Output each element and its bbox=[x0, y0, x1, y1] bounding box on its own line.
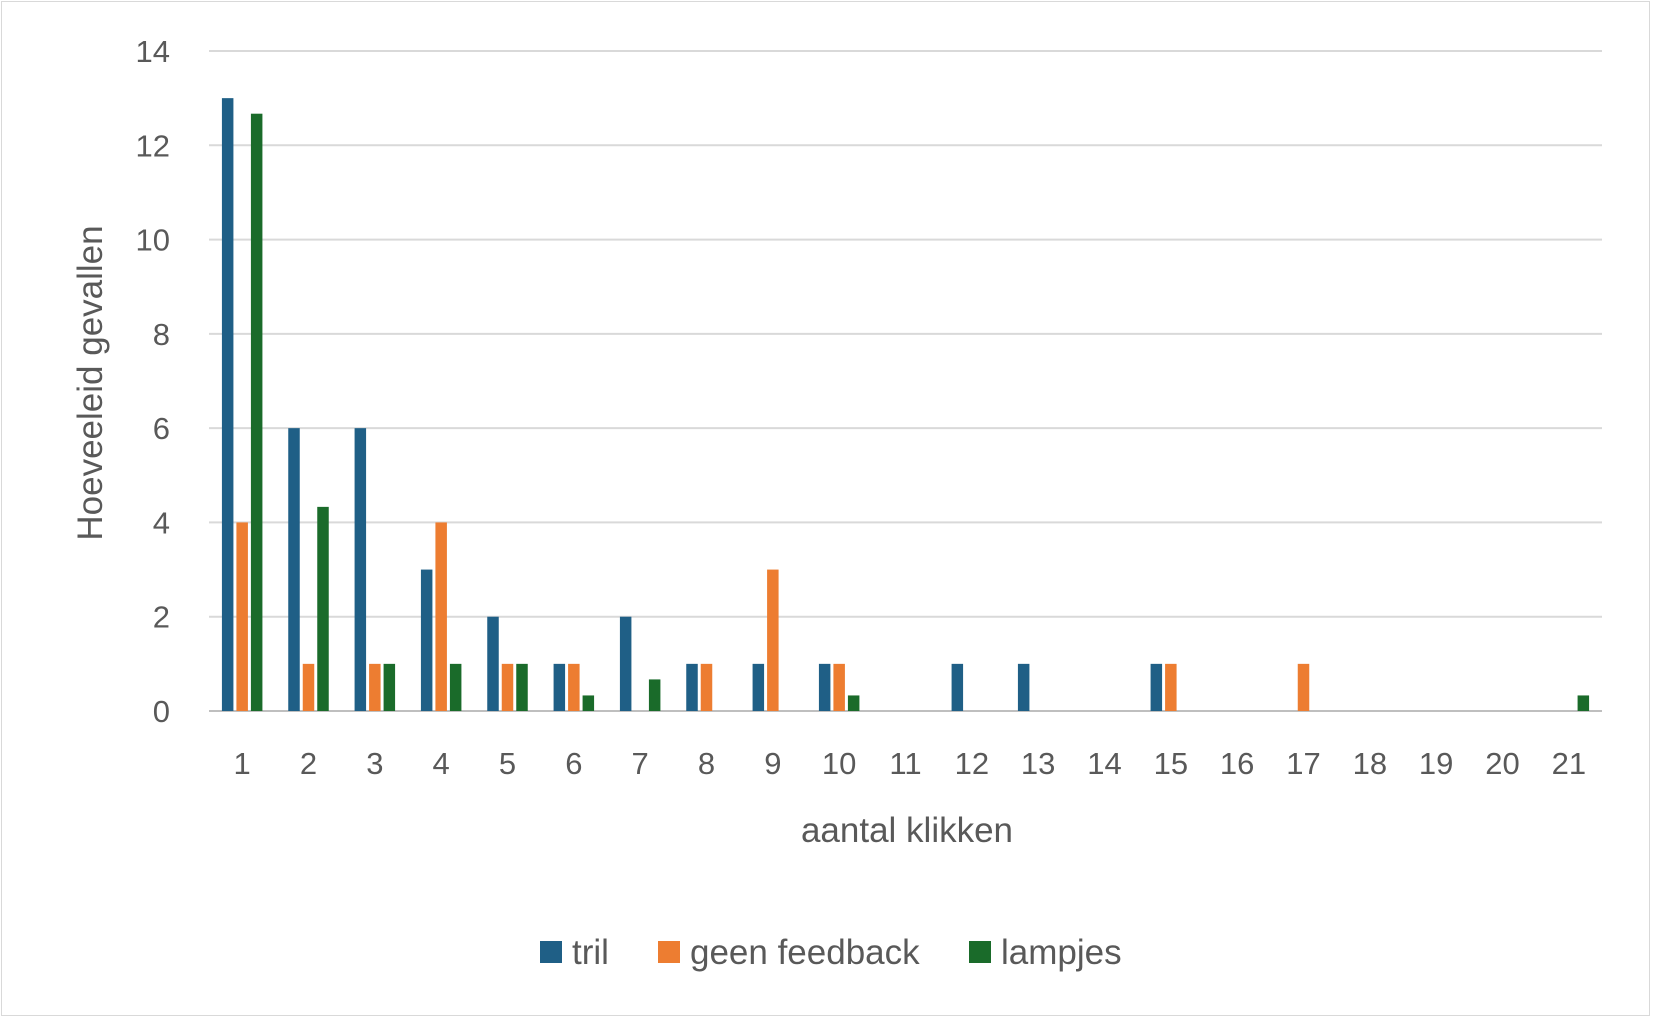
bar-tril-10 bbox=[818, 663, 831, 711]
bar-tril-15 bbox=[1150, 663, 1163, 711]
bar-geen-feedback-5 bbox=[501, 663, 514, 711]
x-tick-label: 7 bbox=[632, 746, 649, 781]
y-tick-label: 10 bbox=[136, 223, 170, 258]
bar-geen-feedback-9 bbox=[767, 569, 779, 711]
x-tick-label: 14 bbox=[1087, 746, 1121, 781]
x-tick-label: 5 bbox=[499, 746, 516, 781]
bar-lampjes-4 bbox=[449, 663, 462, 711]
bar-tril-9 bbox=[752, 663, 765, 711]
gridlines bbox=[209, 50, 1602, 712]
y-axis-title: Hoeveeleid gevallen bbox=[71, 225, 110, 540]
x-tick-label: 18 bbox=[1353, 746, 1387, 781]
x-tick-label: 4 bbox=[433, 746, 450, 781]
legend-label: tril bbox=[572, 933, 609, 972]
x-tick-label: 8 bbox=[698, 746, 715, 781]
x-tick-label: 21 bbox=[1552, 746, 1586, 781]
y-tick-label: 14 bbox=[136, 34, 170, 69]
bar-tril-6 bbox=[553, 663, 566, 711]
y-tick-label: 8 bbox=[153, 317, 170, 352]
legend-swatch bbox=[540, 941, 562, 963]
x-tick-label: 15 bbox=[1154, 746, 1188, 781]
x-tick-label: 20 bbox=[1485, 746, 1519, 781]
y-tick-label: 6 bbox=[153, 411, 170, 446]
y-tick-label: 4 bbox=[153, 505, 170, 540]
bar-tril-4 bbox=[420, 569, 433, 711]
x-tick-label: 12 bbox=[955, 746, 989, 781]
legend-label: lampjes bbox=[1001, 933, 1122, 972]
bar-geen-feedback-1 bbox=[236, 522, 248, 711]
x-tick-label: 3 bbox=[366, 746, 383, 781]
legend-item-lampjes: lampjes bbox=[969, 933, 1122, 972]
bar-lampjes-10 bbox=[847, 695, 860, 711]
bar-geen-feedback-4 bbox=[435, 522, 447, 711]
bar-tril-12 bbox=[951, 663, 964, 711]
bar-lampjes-7 bbox=[648, 679, 661, 711]
legend-swatch bbox=[969, 941, 991, 963]
bar-geen-feedback-8 bbox=[700, 663, 713, 711]
bar-lampjes-21 bbox=[1577, 695, 1590, 711]
legend-item-geen-feedback: geen feedback bbox=[658, 933, 920, 972]
legend-label: geen feedback bbox=[690, 933, 920, 972]
bar-tril-5 bbox=[487, 616, 499, 711]
x-tick-label: 17 bbox=[1286, 746, 1320, 781]
x-tick-label: 19 bbox=[1419, 746, 1453, 781]
legend-item-tril: tril bbox=[540, 933, 609, 972]
bar-geen-feedback-2 bbox=[302, 663, 315, 711]
bar-tril-2 bbox=[288, 428, 300, 711]
bar-tril-8 bbox=[686, 663, 698, 711]
legend-swatch bbox=[658, 941, 680, 963]
bar-lampjes-2 bbox=[317, 506, 329, 711]
y-tick-label: 0 bbox=[153, 694, 170, 729]
x-tick-label: 6 bbox=[565, 746, 582, 781]
bar-geen-feedback-15 bbox=[1165, 663, 1177, 711]
bar-geen-feedback-10 bbox=[833, 663, 845, 711]
x-axis-ticks: 1 2 3 4 5 6 7 8 9 10 11 12 13 14 15 16 17 18 19 20 21 bbox=[234, 746, 1587, 781]
bar-tril-7 bbox=[619, 616, 632, 711]
bar-lampjes-3 bbox=[383, 663, 396, 711]
y-tick-label: 12 bbox=[136, 128, 170, 163]
bar-lampjes-6 bbox=[582, 695, 595, 711]
x-tick-label: 16 bbox=[1220, 746, 1254, 781]
bar-geen-feedback-17 bbox=[1297, 663, 1310, 711]
x-tick-label: 11 bbox=[889, 746, 921, 781]
x-axis-title: aantal klikken bbox=[801, 811, 1013, 850]
x-tick-label: 10 bbox=[822, 746, 856, 781]
bar-geen-feedback-6 bbox=[568, 663, 580, 711]
x-tick-label: 9 bbox=[764, 746, 781, 781]
y-tick-label: 2 bbox=[153, 600, 170, 635]
x-tick-label: 2 bbox=[300, 746, 317, 781]
x-tick-label: 1 bbox=[234, 746, 251, 781]
bar-tril-13 bbox=[1017, 663, 1030, 711]
x-tick-label: 13 bbox=[1021, 746, 1055, 781]
y-axis-ticks: 0 2 4 6 8 10 12 14 bbox=[136, 34, 170, 729]
bars bbox=[221, 98, 1590, 711]
bar-lampjes-5 bbox=[516, 663, 528, 711]
legend: tril geen feedback lampjes bbox=[540, 933, 1122, 972]
bar-lampjes-1 bbox=[250, 113, 263, 711]
bar-tril-3 bbox=[354, 428, 367, 711]
bar-geen-feedback-3 bbox=[369, 663, 381, 711]
bar-tril-1 bbox=[221, 98, 234, 711]
